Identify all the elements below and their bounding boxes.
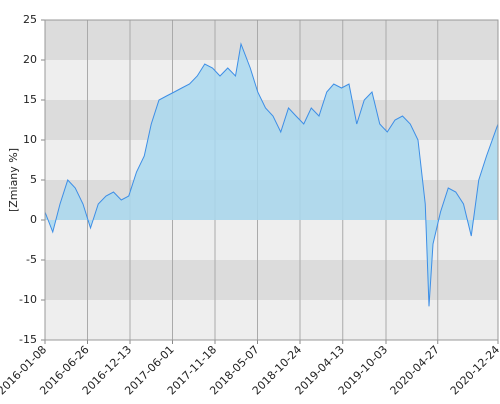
y-tick-label: 5 [30,173,37,186]
y-tick-label: 25 [23,13,37,26]
y-tick-label: 20 [23,53,37,66]
y-tick-label: -10 [19,293,37,306]
x-tick-label: 2020-12-24 [448,343,500,397]
y-axis-label: [Zmiany %] [7,148,20,212]
grid-band [45,60,498,100]
grid-band [45,260,498,300]
plot-frame [44,19,499,341]
x-tick-label: 2020-04-27 [388,343,442,397]
y-tick-label: 15 [23,93,37,106]
line [44,42,499,307]
y-tick-label: -15 [19,333,37,346]
area [45,44,498,307]
grid-band [45,220,498,260]
y-tick-label: 10 [23,133,37,146]
y-tick-label: -5 [26,253,37,266]
grid-band [45,20,498,60]
grid-band [45,300,498,340]
y-tick-label: 0 [30,213,37,226]
